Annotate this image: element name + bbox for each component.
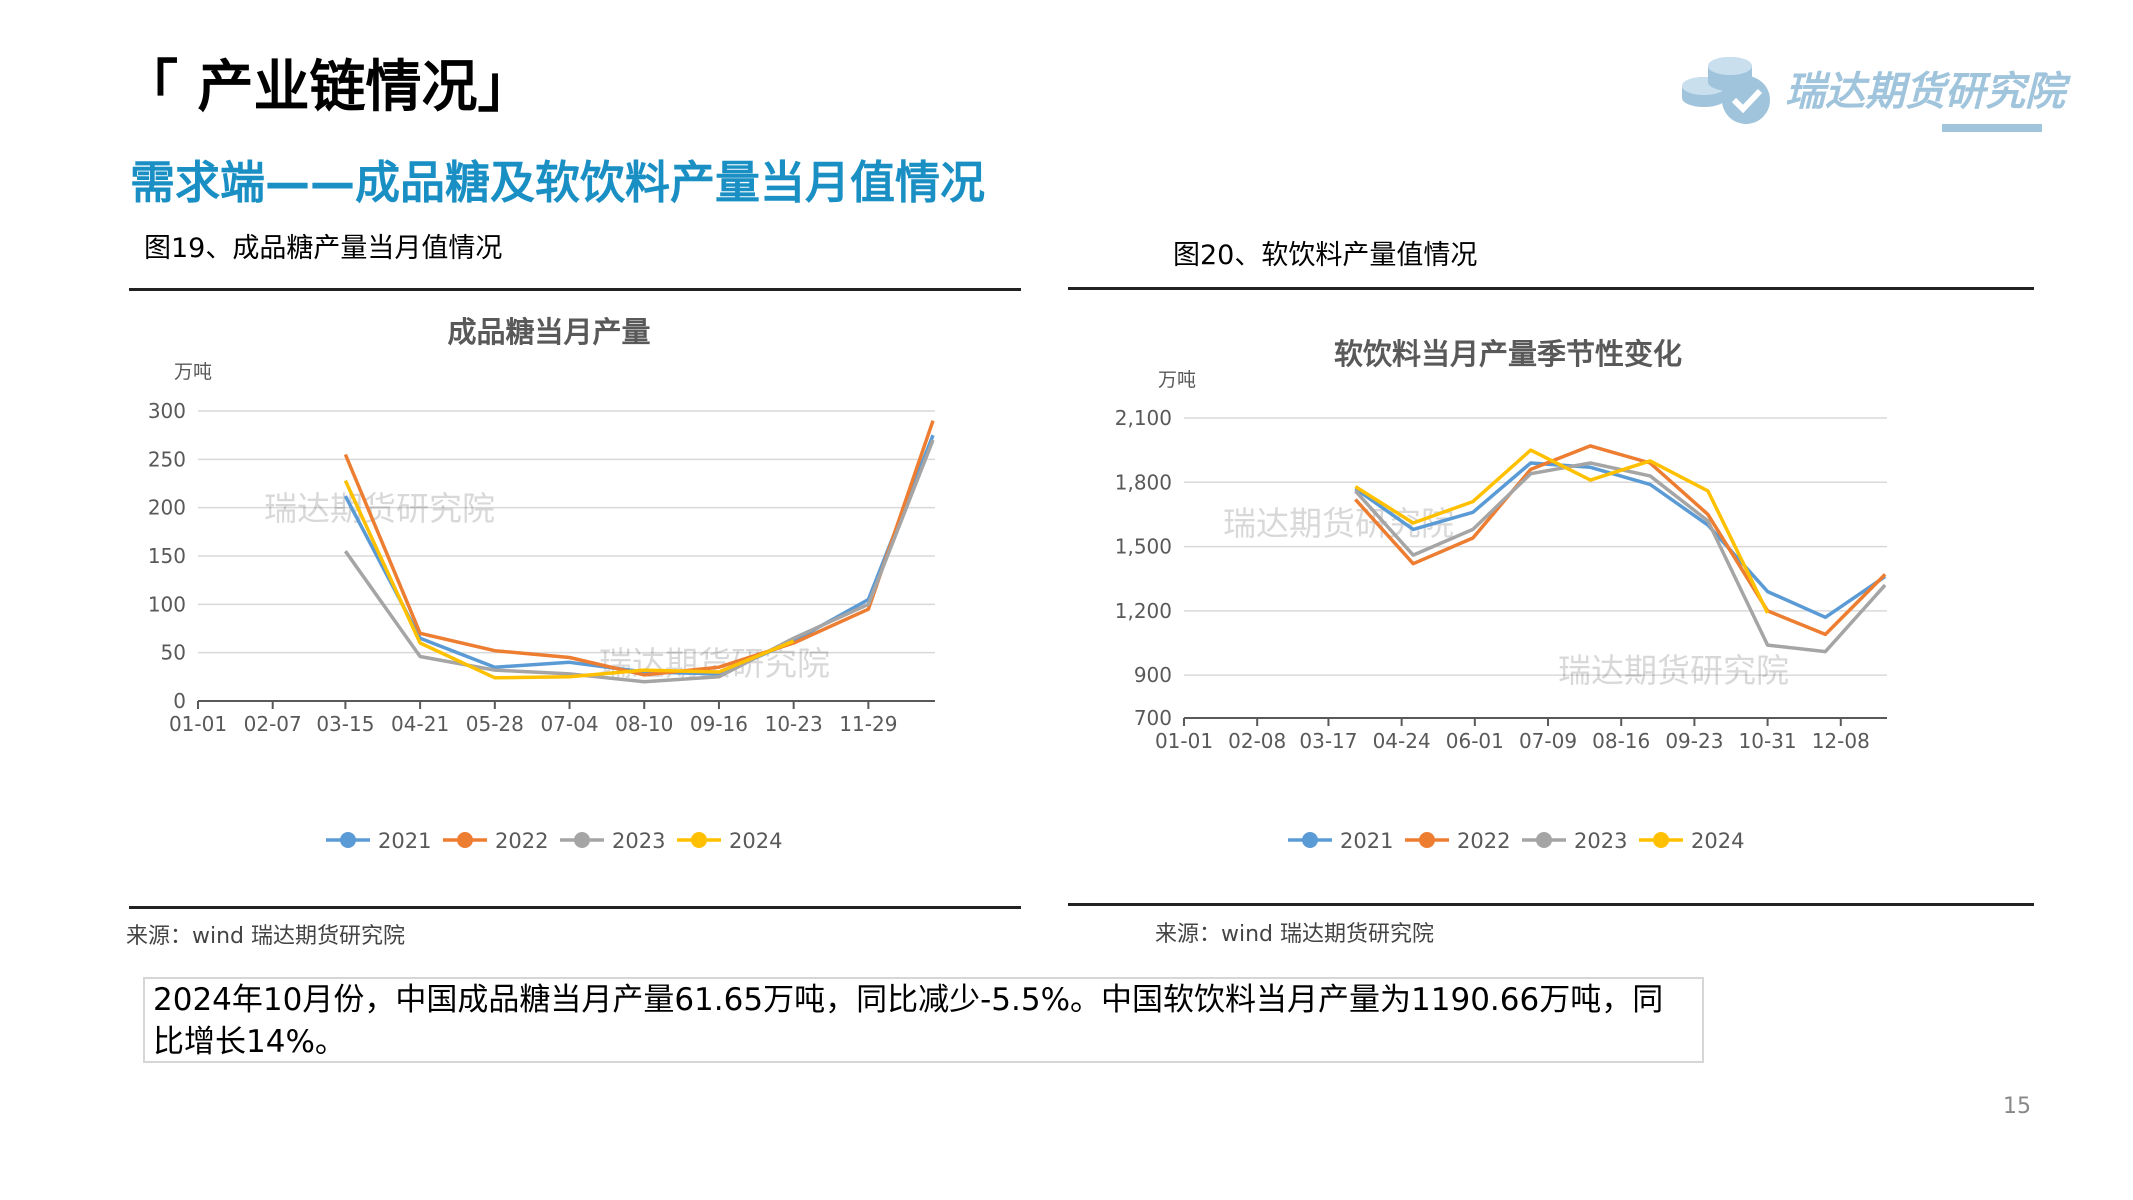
legend-label-2023: 2023: [612, 829, 665, 853]
y-tick-label: 150: [148, 544, 186, 568]
summary-box: 2024年10月份，中国成品糖当月产量61.65万吨，同比减少-5.5%。中国软…: [143, 977, 1704, 1063]
x-tick-label: 01-01: [169, 712, 227, 736]
coins-logo-icon: [1682, 57, 1770, 124]
series-line-2021: [1354, 461, 1887, 620]
y-tick-label: 200: [148, 496, 186, 520]
x-tick-label: 06-01: [1446, 729, 1504, 753]
y-tick-label: 1,500: [1115, 535, 1172, 559]
x-tick-label: 11-29: [839, 712, 897, 736]
legend-label-2022: 2022: [495, 829, 548, 853]
legend-marker-2024: [691, 832, 707, 848]
x-tick-label: 02-08: [1228, 729, 1286, 753]
y-tick-label: 100: [148, 592, 186, 616]
y-tick-label: 700: [1134, 706, 1172, 730]
y-tick-label: 250: [148, 447, 186, 471]
series-line-2023: [343, 439, 935, 684]
y-axis-unit: 万吨: [1158, 369, 1196, 391]
y-tick-label: 1,200: [1115, 599, 1172, 623]
y-tick-label: 1,800: [1115, 470, 1172, 494]
x-tick-label: 07-09: [1519, 729, 1577, 753]
series-line-2022: [1354, 444, 1887, 637]
legend-label-2022: 2022: [1457, 829, 1510, 853]
legend-marker-2022: [1419, 832, 1435, 848]
legend-label-2021: 2021: [1340, 829, 1393, 853]
y-tick-label: 300: [148, 399, 186, 423]
x-tick-label: 03-17: [1299, 729, 1357, 753]
watermark-text: 瑞达期货研究院: [1223, 504, 1454, 543]
left-source: 来源：wind 瑞达期货研究院: [126, 924, 406, 949]
x-tick-label: 09-16: [690, 712, 748, 736]
figure-19-caption: 图19、成品糖产量当月值情况: [144, 233, 503, 264]
legend-label-2024: 2024: [729, 829, 782, 853]
legend-marker-2021: [1302, 832, 1318, 848]
right-source: 来源：wind 瑞达期货研究院: [1155, 922, 1435, 947]
series-line-2021: [343, 434, 935, 676]
company-logo: [1668, 40, 2046, 136]
page-number: 15: [2003, 1094, 2031, 1119]
chart-title: 成品糖当月产量: [447, 315, 650, 349]
legend-label-2024: 2024: [1691, 829, 1744, 853]
y-tick-label: 50: [161, 641, 186, 665]
series-line-2022: [343, 420, 935, 677]
watermark-text: 瑞达期货研究院: [1558, 651, 1789, 690]
summary-text: 2024年10月份，中国成品糖当月产量61.65万吨，同比减少-5.5%。中国软…: [153, 982, 1664, 1060]
legend-label-2021: 2021: [378, 829, 431, 853]
right-top-divider: [1068, 287, 2034, 290]
y-tick-label: 900: [1134, 663, 1172, 687]
figure-20-caption: 图20、软饮料产量值情况: [1173, 240, 1478, 271]
watermark-text: 瑞达期货研究院: [264, 489, 495, 528]
page-subtitle: 需求端——成品糖及软饮料产量当月值情况: [130, 156, 986, 209]
x-tick-label: 08-10: [615, 712, 673, 736]
logo-underline: [1942, 124, 2042, 132]
section-title: 「 产业链情况」: [122, 55, 534, 120]
left-top-divider: [129, 288, 1021, 291]
right-bottom-divider: [1068, 903, 2034, 906]
left-bottom-divider: [129, 906, 1021, 909]
x-tick-label: 09-23: [1665, 729, 1723, 753]
legend-marker-2021: [340, 832, 356, 848]
series-line-2024: [343, 479, 795, 680]
legend-marker-2022: [457, 832, 473, 848]
y-tick-label: 2,100: [1115, 406, 1172, 430]
chart-title: 软饮料当月产量季节性变化: [1334, 337, 1682, 371]
x-tick-label: 10-23: [765, 712, 823, 736]
x-tick-label: 05-28: [466, 712, 524, 736]
x-tick-label: 07-04: [540, 712, 598, 736]
x-tick-label: 03-15: [316, 712, 374, 736]
x-tick-label: 02-07: [244, 712, 302, 736]
legend-marker-2023: [574, 832, 590, 848]
x-tick-label: 10-31: [1739, 729, 1797, 753]
y-tick-label: 0: [173, 689, 186, 713]
y-axis-unit: 万吨: [174, 361, 212, 383]
logo-text: 瑞达期货研究院: [1785, 69, 2065, 115]
legend-marker-2024: [1653, 832, 1669, 848]
x-tick-label: 04-24: [1373, 729, 1431, 753]
series-line-2024: [1354, 448, 1770, 614]
legend-marker-2023: [1536, 832, 1552, 848]
x-tick-label: 12-08: [1812, 729, 1870, 753]
legend-label-2023: 2023: [1574, 829, 1627, 853]
x-tick-label: 01-01: [1155, 729, 1213, 753]
series-line-2023: [1354, 461, 1887, 654]
x-tick-label: 08-16: [1592, 729, 1650, 753]
x-tick-label: 04-21: [391, 712, 449, 736]
